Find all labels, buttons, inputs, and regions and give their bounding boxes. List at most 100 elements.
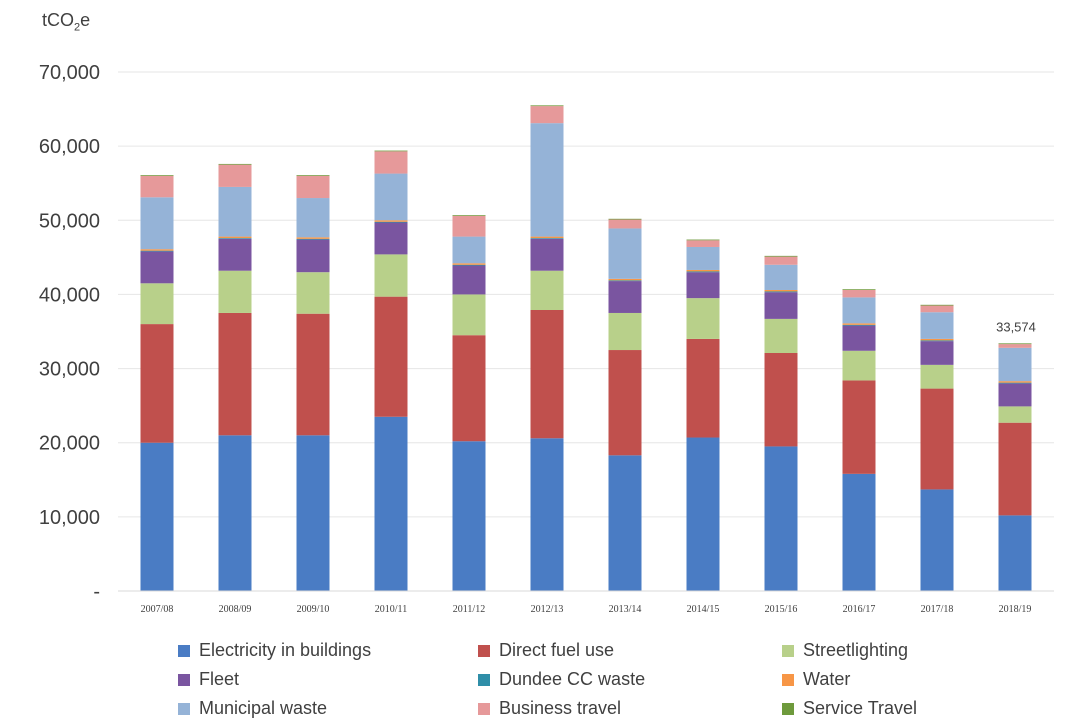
bar-segment [764, 264, 798, 290]
bar-segment [608, 350, 642, 456]
x-tick-label: 2014/15 [687, 604, 720, 615]
bar-segment [374, 296, 408, 417]
legend-swatch [478, 673, 490, 686]
bar-segment [608, 312, 642, 351]
bar-segment [374, 220, 408, 222]
y-axis-ticks: - 10,000 20,000 30,000 40,000 50,000 60,000 70,… [39, 62, 100, 603]
legend-item: Business travel [478, 698, 621, 719]
x-tick-label: 2010/11 [375, 604, 407, 615]
y-tick-label: 70,000 [39, 62, 100, 84]
bar-segment [530, 105, 564, 107]
bar-segment [686, 239, 720, 241]
bar-segment [842, 323, 876, 325]
y-tick-label: 60,000 [39, 136, 100, 158]
bar-segment [218, 435, 252, 591]
bar-segment [140, 197, 174, 250]
bar-segment [452, 294, 486, 336]
legend-swatch [178, 644, 190, 657]
bar-segment [842, 297, 876, 324]
bar-segment [998, 422, 1032, 516]
bar-segment [686, 298, 720, 339]
legend-item: Service Travel [782, 698, 917, 719]
bar-segment [218, 236, 252, 239]
legend-item: Fleet [178, 669, 239, 690]
bar-segment [530, 123, 564, 237]
bar-segment [998, 406, 1032, 423]
bar-segment [764, 255, 798, 257]
bar-segment [140, 324, 174, 443]
bar-segment [530, 270, 564, 310]
bar-segment [608, 219, 642, 229]
bar-segment [218, 270, 252, 313]
bar-segment [998, 381, 1032, 383]
bar-segment [920, 338, 954, 341]
legend-swatch [178, 673, 190, 686]
legend-item: Dundee CC waste [478, 669, 645, 690]
legend-item: Water [782, 669, 850, 690]
bar-segment [686, 269, 720, 272]
x-tick-label: 2012/13 [531, 604, 564, 615]
bar-segment [920, 340, 954, 342]
y-tick-label: 50,000 [39, 210, 100, 232]
bar-segment [920, 489, 954, 591]
legend-label: Direct fuel use [499, 640, 615, 660]
bar-segment [218, 164, 252, 187]
bar-segment [764, 446, 798, 591]
bar-segment [530, 238, 564, 271]
legend-label: Business travel [499, 698, 622, 718]
bar-segment [296, 435, 330, 591]
bar-segment [452, 263, 486, 265]
bar-segment [998, 344, 1032, 348]
bar-segment [296, 237, 330, 239]
bar-segment [764, 318, 798, 354]
bar-segment [998, 515, 1032, 591]
x-tick-label: 2017/18 [921, 604, 954, 615]
bar-segment [296, 313, 330, 436]
bar-segment [764, 353, 798, 447]
bar-segment [920, 364, 954, 389]
legend-label: Municipal waste [199, 698, 328, 718]
y-tick-label: 20,000 [39, 433, 100, 455]
bar-segment [530, 236, 564, 239]
bar-segment [842, 473, 876, 591]
bar-segment [842, 324, 876, 326]
bar-segment [608, 278, 642, 281]
bar-segment [452, 441, 486, 591]
bar-segment [608, 280, 642, 282]
bar-segment [218, 312, 252, 436]
bar-segment [920, 305, 954, 313]
bar-segment [764, 256, 798, 265]
legend-label: Streetlighting [803, 640, 909, 660]
legend-item: Electricity in buildings [178, 640, 371, 661]
bar-segment [296, 238, 330, 240]
bar-segment [920, 312, 954, 339]
bar-segment [764, 292, 798, 319]
legend-swatch [178, 702, 190, 715]
bar-segment [608, 455, 642, 591]
bar-segment [686, 272, 720, 299]
y-axis-label: tCO2e [42, 10, 91, 34]
legend-swatch [782, 673, 794, 686]
x-tick-label: 2016/17 [843, 604, 876, 615]
bar-segment [374, 416, 408, 591]
bar-segment [920, 388, 954, 490]
legend-swatch [782, 702, 794, 715]
y-tick-label: - [93, 581, 100, 603]
bar-segment [530, 238, 564, 239]
y-tick-label: 30,000 [39, 359, 100, 381]
bar-segment [218, 238, 252, 239]
x-tick-label: 2015/16 [765, 604, 798, 615]
bar-segment [374, 151, 408, 174]
bar-segment [764, 291, 798, 293]
bar-segment [608, 218, 642, 220]
x-axis-ticks: 2007/08 2008/09 2009/10 2010/11 2011/12 2012/… [141, 604, 1032, 615]
bar-segment [374, 150, 408, 152]
bar-segment [530, 309, 564, 439]
bar-segment [296, 272, 330, 314]
bar-segment [218, 163, 252, 165]
bar-segment [140, 442, 174, 591]
bar-segment [842, 380, 876, 474]
bar-segment [998, 347, 1032, 382]
x-tick-label: 2009/10 [297, 604, 330, 615]
